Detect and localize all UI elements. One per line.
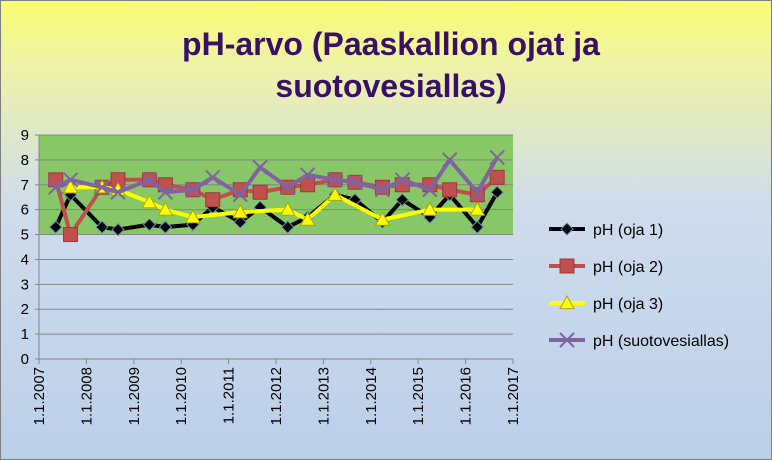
data-point	[62, 172, 79, 188]
legend-label: pH (oja 2)	[593, 259, 663, 276]
legend-item: pH (oja 3)	[549, 294, 663, 313]
data-point	[233, 215, 247, 229]
data-point	[48, 179, 64, 195]
data-point	[422, 182, 438, 198]
legend-item: pH (oja 2)	[549, 258, 663, 276]
y-tick-label: 1	[21, 326, 29, 343]
data-point	[62, 179, 79, 194]
data-point	[441, 152, 458, 168]
data-point	[205, 169, 221, 186]
y-tick-label: 5	[21, 227, 29, 244]
x-tick-label: 1.1.2007	[31, 367, 48, 425]
data-point	[489, 169, 505, 185]
y-tick-label: 0	[21, 351, 29, 368]
legend-item: pH (suotovesiallas)	[549, 332, 729, 350]
x-tick-label: 1.1.2012	[268, 367, 285, 425]
x-tick-label: 1.1.2010	[173, 367, 190, 425]
x-tick-label: 1.1.2013	[315, 367, 332, 425]
legend-marker	[560, 222, 574, 236]
data-point	[158, 220, 173, 234]
legend-label: pH (suotovesiallas)	[593, 333, 729, 350]
x-tick-label: 1.1.2016	[458, 367, 475, 425]
x-tick-label: 1.1.2011	[221, 367, 238, 424]
data-point	[469, 184, 486, 200]
legend-item: pH (oja 1)	[549, 222, 663, 239]
data-point	[232, 204, 249, 219]
data-point	[111, 222, 125, 237]
data-point	[49, 220, 63, 234]
data-point	[300, 177, 316, 193]
y-tick-label: 8	[21, 152, 29, 169]
data-point	[252, 184, 268, 200]
data-point	[394, 172, 411, 188]
data-point	[141, 194, 158, 209]
chart-title: pH-arvo (Paaskallion ojat ja suotovesial…	[182, 26, 600, 104]
x-tick-label: 1.1.2009	[126, 367, 143, 425]
data-point	[421, 201, 438, 216]
data-point	[232, 187, 248, 203]
data-point	[252, 159, 268, 176]
data-point	[157, 184, 174, 200]
data-point	[395, 193, 410, 207]
data-point	[490, 185, 504, 199]
data-point	[470, 220, 485, 234]
legend-marker	[559, 258, 575, 274]
data-point	[299, 167, 316, 183]
data-point	[280, 179, 296, 195]
data-point	[95, 220, 109, 234]
data-point	[442, 182, 458, 198]
series-line	[54, 156, 499, 197]
y-tick-label: 9	[21, 127, 29, 144]
data-point	[185, 209, 201, 224]
legend-label: pH (oja 3)	[593, 296, 663, 313]
series-ph-suotovesiallas	[48, 149, 505, 203]
data-point	[299, 211, 316, 226]
data-point	[374, 211, 391, 226]
data-point	[281, 220, 295, 234]
data-point	[205, 192, 221, 208]
x-tick-label: 1.1.2017	[505, 367, 522, 425]
data-point	[279, 201, 296, 216]
data-point	[63, 227, 79, 243]
data-point	[327, 186, 343, 201]
data-point	[185, 182, 201, 198]
legend-marker	[559, 294, 575, 310]
data-point	[110, 184, 126, 200]
data-point	[489, 149, 505, 166]
y-tick-label: 7	[21, 177, 29, 194]
data-point	[157, 201, 174, 216]
data-point	[141, 172, 158, 188]
legend-marker	[559, 332, 575, 348]
data-point	[327, 172, 343, 188]
y-tick-label: 3	[21, 276, 29, 293]
y-tick-label: 2	[21, 301, 29, 318]
x-tick-label: 1.1.2008	[78, 367, 95, 425]
y-tick-label: 4	[21, 251, 29, 268]
x-tick-label: 1.1.2015	[410, 367, 427, 425]
x-tick-label: 1.1.2014	[363, 367, 380, 425]
legend-label: pH (oja 1)	[593, 222, 663, 239]
y-tick-label: 6	[21, 202, 29, 219]
data-point	[469, 201, 486, 216]
data-point	[94, 179, 110, 195]
data-point	[347, 174, 363, 190]
data-point	[142, 217, 157, 232]
data-point	[374, 182, 391, 198]
